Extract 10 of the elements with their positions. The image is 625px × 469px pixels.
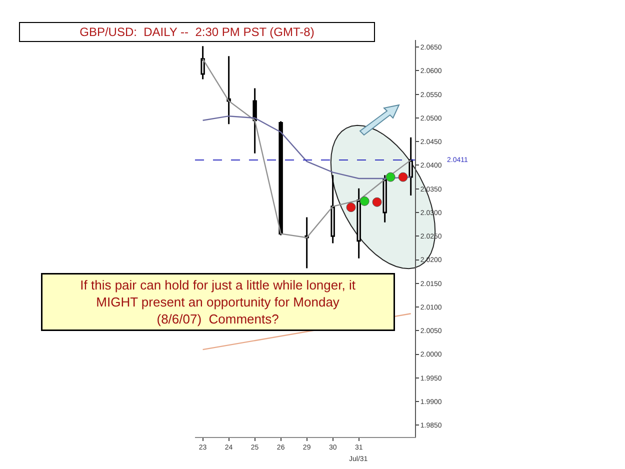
candlestick [252,87,257,154]
candlestick [200,45,205,80]
annotation: If this pair can hold for just a little while longer, it MIGHT present an opportunity for Monday (8/6/07) Comments? [80,278,356,326]
candlestick [330,174,335,244]
candlestick [408,136,413,196]
candlestick [226,55,231,125]
chart-title: GBP/USD: DAILY -- 2:30 PM PST (GMT-8) [80,25,314,39]
line-series [202,58,412,238]
candlestick [278,120,283,236]
candlestick [304,216,309,270]
